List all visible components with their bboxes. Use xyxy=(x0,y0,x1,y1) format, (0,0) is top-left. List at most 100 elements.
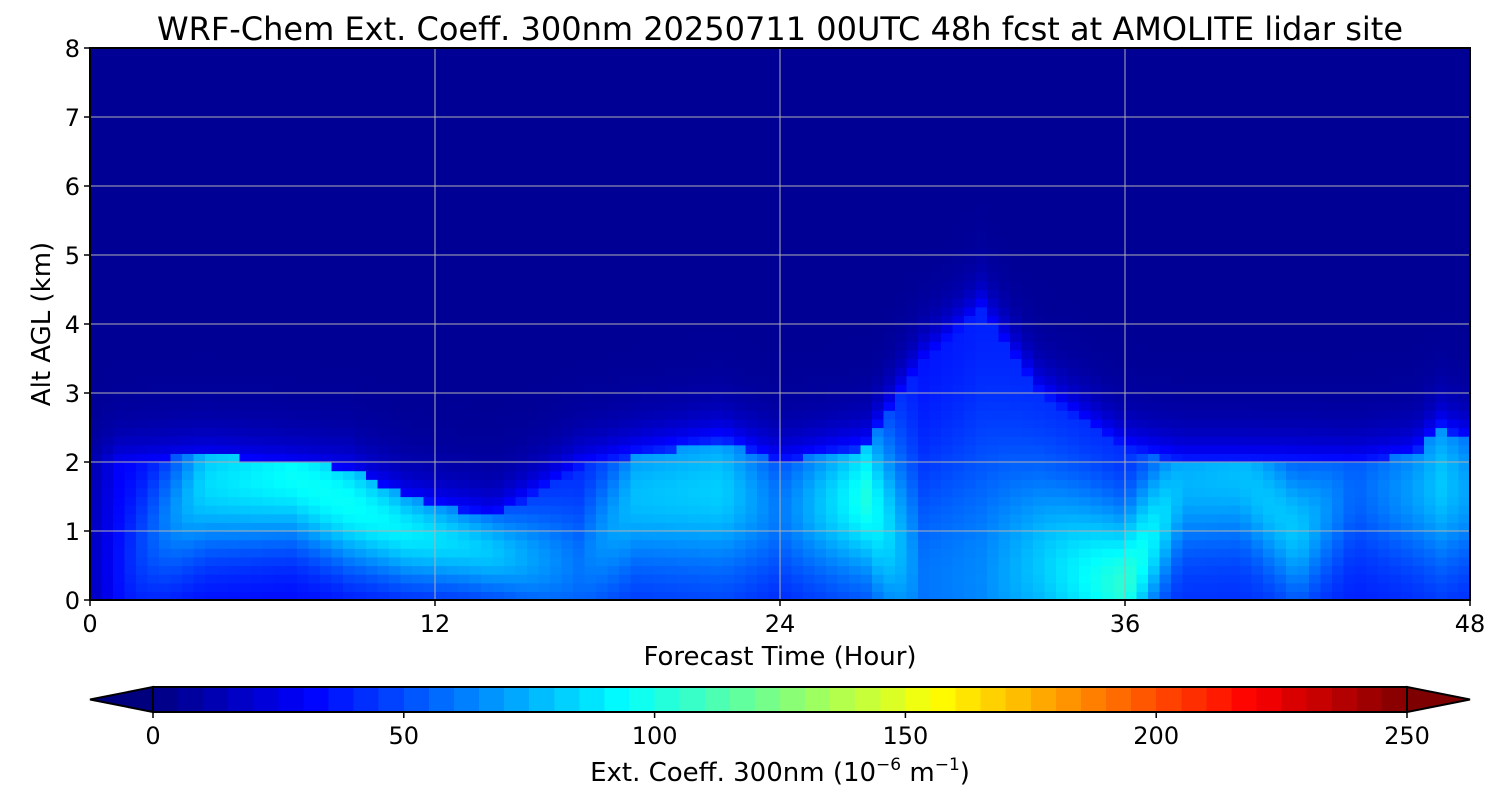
heatmap-cell xyxy=(262,462,275,472)
heatmap-cell xyxy=(481,410,494,420)
heatmap-cell xyxy=(814,315,827,325)
heatmap-cell xyxy=(860,99,873,109)
heatmap-cell xyxy=(251,246,264,256)
heatmap-cell xyxy=(136,496,149,506)
heatmap-cell xyxy=(711,108,724,118)
heatmap-cell xyxy=(331,56,344,66)
heatmap-cell xyxy=(619,393,632,403)
heatmap-cell xyxy=(320,203,333,213)
heatmap-cell xyxy=(297,91,310,101)
heatmap-cell xyxy=(492,436,505,446)
heatmap-cell xyxy=(331,591,344,601)
heatmap-cell xyxy=(768,574,781,584)
heatmap-cell xyxy=(297,272,310,282)
heatmap-cell xyxy=(320,125,333,135)
heatmap-cell xyxy=(377,453,390,463)
heatmap-cell xyxy=(676,462,689,472)
heatmap-cell xyxy=(745,134,758,144)
heatmap-cell xyxy=(481,82,494,92)
heatmap-cell xyxy=(676,574,689,584)
heatmap-cell xyxy=(538,496,551,506)
heatmap-cell xyxy=(768,246,781,256)
heatmap-cell xyxy=(676,582,689,592)
heatmap-cell xyxy=(642,237,655,247)
heatmap-cell xyxy=(561,462,574,472)
heatmap-cell xyxy=(216,522,229,532)
heatmap-cell xyxy=(193,203,206,213)
heatmap-cell xyxy=(205,470,218,480)
heatmap-cell xyxy=(607,548,620,558)
heatmap-cell xyxy=(205,358,218,368)
heatmap-cell xyxy=(596,384,609,394)
heatmap-cell xyxy=(860,73,873,84)
heatmap-cell xyxy=(285,237,298,247)
heatmap-cell xyxy=(653,237,666,247)
heatmap-cell xyxy=(435,142,448,153)
heatmap-cell xyxy=(366,280,379,291)
heatmap-cell xyxy=(883,470,896,480)
heatmap-cell xyxy=(366,436,379,446)
heatmap-cell xyxy=(458,479,471,489)
heatmap-cell xyxy=(573,315,586,325)
heatmap-cell xyxy=(423,48,436,58)
heatmap-cell xyxy=(918,91,931,101)
heatmap-cell xyxy=(216,168,229,178)
heatmap-cell xyxy=(642,186,655,196)
heatmap-cell xyxy=(768,306,781,316)
heatmap-cell xyxy=(228,246,241,256)
heatmap-cell xyxy=(515,384,528,394)
heatmap-cell xyxy=(515,108,528,118)
heatmap-cell xyxy=(550,556,563,567)
heatmap-cell xyxy=(101,125,114,135)
heatmap-cell xyxy=(124,393,137,403)
heatmap-cell xyxy=(722,229,735,239)
heatmap-cell xyxy=(400,574,413,584)
heatmap-cell xyxy=(619,341,632,351)
heatmap-cell xyxy=(791,73,804,84)
heatmap-cell xyxy=(757,513,770,523)
heatmap-cell xyxy=(883,203,896,213)
heatmap-cell xyxy=(699,263,712,273)
heatmap-cell xyxy=(147,151,160,161)
heatmap-cell xyxy=(159,220,172,230)
heatmap-cell xyxy=(596,418,609,429)
heatmap-cell xyxy=(550,401,563,411)
heatmap-cell xyxy=(343,539,356,549)
heatmap-cell xyxy=(929,505,942,515)
heatmap-cell xyxy=(573,470,586,480)
heatmap-cell xyxy=(515,591,528,601)
heatmap-cell xyxy=(297,48,310,58)
heatmap-cell xyxy=(929,496,942,506)
heatmap-cell xyxy=(895,487,908,498)
heatmap-cell xyxy=(826,384,839,394)
heatmap-cell xyxy=(124,56,137,66)
heatmap-cell xyxy=(182,73,195,84)
heatmap-cell xyxy=(826,401,839,411)
heatmap-cell xyxy=(170,341,183,351)
heatmap-cell xyxy=(320,358,333,368)
heatmap-cell xyxy=(320,186,333,196)
heatmap-cell xyxy=(561,410,574,420)
heatmap-cell xyxy=(423,125,436,135)
heatmap-cell xyxy=(780,168,793,178)
heatmap-cell xyxy=(274,211,287,222)
heatmap-cell xyxy=(780,444,793,454)
heatmap-cell xyxy=(400,272,413,282)
heatmap-cell xyxy=(872,211,885,222)
heatmap-cell xyxy=(803,470,816,480)
heatmap-cell xyxy=(607,65,620,75)
heatmap-cell xyxy=(216,298,229,308)
heatmap-cell xyxy=(722,142,735,153)
heatmap-cell xyxy=(170,280,183,291)
heatmap-cell xyxy=(952,470,965,480)
heatmap-cell xyxy=(113,358,126,368)
heatmap-cell xyxy=(504,315,517,325)
heatmap-cell xyxy=(274,384,287,394)
heatmap-cell xyxy=(826,436,839,446)
heatmap-cell xyxy=(929,289,942,299)
heatmap-cell xyxy=(354,186,367,196)
heatmap-cell xyxy=(285,487,298,498)
heatmap-cell xyxy=(734,358,747,368)
heatmap-cell xyxy=(469,531,482,541)
heatmap-cell xyxy=(182,332,195,342)
